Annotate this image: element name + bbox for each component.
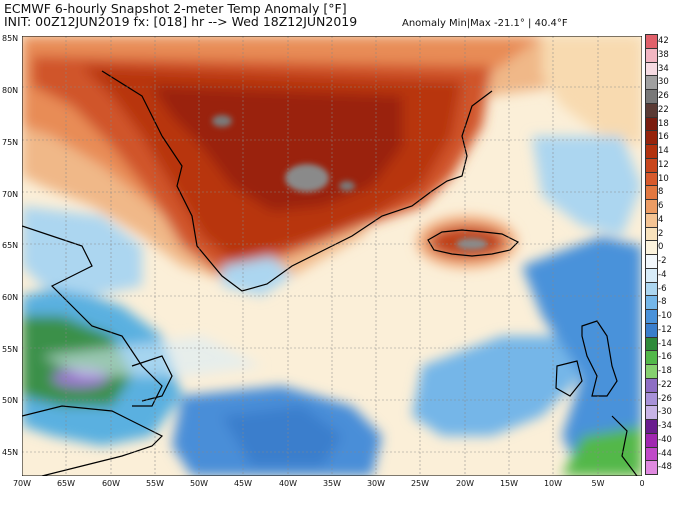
colorbar-swatch (645, 377, 658, 393)
anomaly-min-max: Anomaly Min|Max -21.1° | 40.4°F (402, 18, 568, 29)
colorbar-swatch (645, 226, 658, 242)
temperature-anomaly-map (22, 36, 642, 476)
colorbar-label: -34 (658, 421, 672, 431)
colorbar-swatch (645, 336, 658, 352)
colorbar-swatch (645, 34, 658, 49)
colorbar-label: 42 (658, 36, 669, 46)
colorbar-label: -40 (658, 434, 672, 445)
colorbar-swatch (645, 391, 658, 407)
lon-label: 25W (410, 479, 430, 488)
lon-label: 70W (12, 479, 32, 488)
colorbar-label: 6 (658, 201, 664, 211)
colorbar-swatch (645, 144, 658, 159)
colorbar-label: 30 (658, 77, 669, 88)
colorbar-label: -10 (658, 311, 672, 321)
colorbar-swatch (645, 89, 658, 104)
colorbar-swatch (645, 254, 658, 269)
lon-label: 15W (499, 479, 519, 488)
colorbar-label: 18 (658, 118, 669, 129)
colorbar-swatch (645, 47, 658, 63)
colorbar-swatch (645, 446, 658, 462)
colorbar-label: -44 (658, 448, 672, 459)
lat-label: 75N (2, 138, 19, 147)
colorbar-label: -22 (658, 379, 672, 390)
colorbar-swatch (645, 102, 658, 118)
lon-label: 45W (233, 479, 253, 488)
lon-label: 40W (278, 479, 298, 488)
colorbar-swatch (645, 240, 658, 255)
lon-label: 5W (591, 479, 605, 488)
lat-label: 85N (2, 34, 19, 43)
colorbar-label: -30 (658, 407, 672, 418)
colorbar-label: 34 (658, 63, 669, 74)
colorbar-label: -26 (658, 393, 672, 404)
init-line: INIT: 00Z12JUN2019 fx: [018] hr --> Wed … (4, 14, 358, 29)
colorbar-swatch (645, 295, 658, 310)
lat-label: 65N (2, 241, 19, 250)
colorbar-swatch (645, 157, 658, 173)
chart-title: ECMWF 6-hourly Snapshot 2-meter Temp Ano… (4, 1, 347, 16)
lon-label: 65W (56, 479, 76, 488)
lat-label: 70N (2, 190, 19, 199)
colorbar-label: 8 (658, 187, 664, 198)
lon-label: 55W (145, 479, 165, 488)
lat-label: 45N (2, 448, 19, 457)
colorbar-swatch (645, 199, 658, 214)
colorbar-label: -6 (658, 283, 667, 294)
lon-label: 0 (639, 479, 645, 488)
colorbar-label: 22 (658, 104, 669, 115)
colorbar-swatch (645, 171, 658, 187)
lon-label: 50W (189, 479, 209, 488)
lon-label: 30W (366, 479, 386, 488)
colorbar-label: 26 (658, 91, 669, 101)
colorbar-label: -12 (658, 324, 672, 335)
colorbar-label: -18 (658, 366, 672, 376)
lat-label: 60N (2, 293, 19, 302)
colorbar-label: -8 (658, 297, 667, 308)
lon-label: 20W (455, 479, 475, 488)
colorbar-swatch (645, 75, 658, 90)
colorbar-swatch (645, 460, 658, 475)
colorbar-swatch (645, 322, 658, 338)
colorbar-swatch (645, 212, 658, 228)
colorbar-swatch (645, 185, 658, 200)
colorbar-label: -4 (658, 269, 667, 280)
lat-label: 80N (2, 86, 19, 95)
colorbar-label: -14 (658, 338, 672, 349)
lat-label: 50N (2, 396, 19, 405)
colorbar-swatch (645, 309, 658, 324)
colorbar-label: 10 (658, 173, 669, 184)
lon-label: 35W (322, 479, 342, 488)
colorbar-label: 14 (658, 146, 669, 156)
lat-label: 55N (2, 345, 19, 354)
colorbar-label: 0 (658, 242, 664, 253)
lon-label: 60W (101, 479, 121, 488)
colorbar-label: 16 (658, 132, 669, 143)
colorbar-swatch (645, 61, 658, 77)
colorbar-swatch (645, 364, 658, 379)
colorbar-label: -16 (658, 352, 672, 363)
colorbar-swatch (645, 432, 658, 448)
colorbar-swatch (645, 281, 658, 297)
colorbar-swatch (645, 419, 658, 434)
colorbar-label: 12 (658, 159, 669, 170)
colorbar-label: 38 (658, 49, 669, 60)
colorbar-label: 2 (658, 228, 664, 239)
colorbar-swatch (645, 116, 658, 132)
colorbar-label: -48 (658, 462, 672, 473)
colorbar-swatch (645, 130, 658, 145)
lon-label: 10W (543, 479, 563, 488)
colorbar-label: 4 (658, 214, 664, 225)
colorbar-label: -2 (658, 256, 667, 266)
colorbar-swatch (645, 405, 658, 420)
colorbar-swatch (645, 267, 658, 283)
colorbar-swatch (645, 350, 658, 365)
